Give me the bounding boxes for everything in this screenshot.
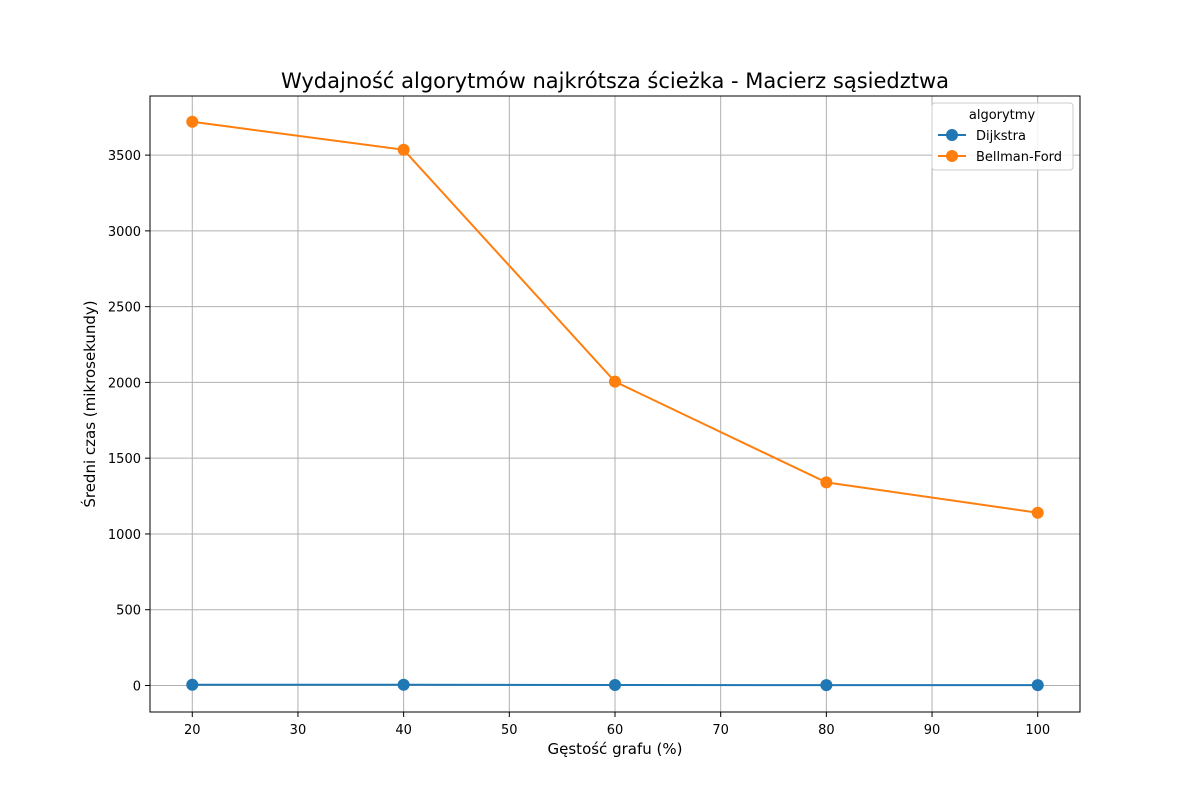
y-tick-label: 2000 bbox=[108, 376, 141, 391]
x-tick-label: 20 bbox=[184, 723, 201, 738]
x-tick-label: 40 bbox=[395, 723, 412, 738]
x-tick-label: 60 bbox=[607, 723, 624, 738]
legend-box bbox=[931, 102, 1074, 171]
x-tick-label: 90 bbox=[924, 723, 941, 738]
legend: algorytmy Dijkstra Bellman-Ford bbox=[931, 102, 1074, 171]
legend-label-0: Dijkstra bbox=[976, 129, 1026, 144]
y-tick-label: 3500 bbox=[108, 149, 141, 164]
x-tick-label: 50 bbox=[501, 723, 518, 738]
y-axis-title: Średni czas (mikrosekundy) bbox=[80, 300, 99, 507]
data-point-series-1 bbox=[186, 115, 199, 128]
data-point-series-1 bbox=[397, 143, 410, 156]
data-point-series-0 bbox=[1031, 679, 1044, 692]
y-tick-label: 500 bbox=[116, 604, 141, 619]
y-tick-label: 2500 bbox=[108, 301, 141, 316]
data-point-series-0 bbox=[397, 678, 410, 691]
data-point-series-1 bbox=[609, 375, 621, 388]
series-layer bbox=[186, 115, 1044, 692]
data-point-series-1 bbox=[820, 476, 833, 489]
x-tick-label: 80 bbox=[818, 723, 835, 738]
y-tick-label: 3000 bbox=[108, 225, 141, 240]
data-point-series-0 bbox=[820, 679, 833, 692]
chart-title: Wydajność algorytmów najkrótsza ścieżka … bbox=[281, 69, 949, 93]
x-axis-title: Gęstość grafu (%) bbox=[548, 740, 683, 758]
y-tick-label: 1000 bbox=[108, 528, 141, 543]
y-tick-label: 1500 bbox=[108, 452, 141, 467]
legend-marker-1 bbox=[946, 150, 958, 162]
data-point-series-1 bbox=[1031, 506, 1044, 519]
x-axis: 20 30 40 50 60 70 80 90 100 bbox=[184, 712, 1050, 738]
legend-label-1: Bellman-Ford bbox=[976, 150, 1062, 165]
legend-marker-0 bbox=[946, 129, 958, 141]
x-tick-label: 100 bbox=[1025, 723, 1050, 738]
x-tick-label: 70 bbox=[712, 723, 729, 738]
y-tick-label: 0 bbox=[133, 679, 141, 694]
data-point-series-0 bbox=[609, 679, 621, 692]
y-axis: 0 500 1000 1500 2000 2500 3000 3500 bbox=[108, 149, 150, 694]
legend-title: algorytmy bbox=[969, 108, 1036, 123]
data-point-series-0 bbox=[186, 678, 199, 691]
x-tick-label: 30 bbox=[290, 723, 307, 738]
